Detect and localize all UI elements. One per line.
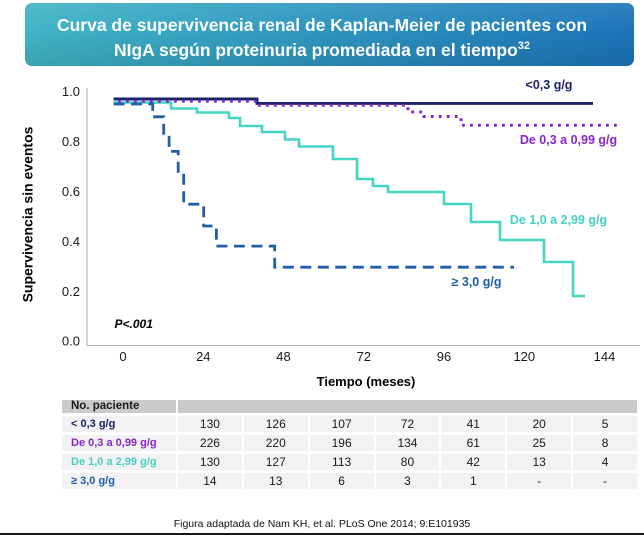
svg-text:<0,3 g/g: <0,3 g/g [526,78,573,92]
svg-text:24: 24 [196,349,210,364]
svg-text:Tiempo (meses): Tiempo (meses) [317,374,416,389]
svg-text:Supervivencia sin eventos: Supervivencia sin eventos [20,126,36,302]
svg-text:De 1,0 a 2,99 g/g: De 1,0 a 2,99 g/g [510,213,607,227]
svg-text:96: 96 [437,349,451,364]
svg-text:0.6: 0.6 [62,184,80,199]
svg-text:72: 72 [357,349,371,364]
svg-text:120: 120 [513,349,535,364]
svg-text:1.0: 1.0 [62,84,80,99]
svg-text:0.8: 0.8 [62,134,80,149]
svg-text:≥ 3,0 g/g: ≥ 3,0 g/g [452,275,502,289]
svg-text:0.4: 0.4 [62,234,80,249]
svg-text:0.0: 0.0 [62,334,80,349]
svg-text:P<.001: P<.001 [115,317,154,331]
svg-text:0.2: 0.2 [62,284,80,299]
svg-text:144: 144 [594,349,616,364]
svg-text:De 0,3 a 0,99 g/g: De 0,3 a 0,99 g/g [520,133,617,147]
svg-text:0: 0 [119,349,126,364]
svg-text:48: 48 [276,349,290,364]
